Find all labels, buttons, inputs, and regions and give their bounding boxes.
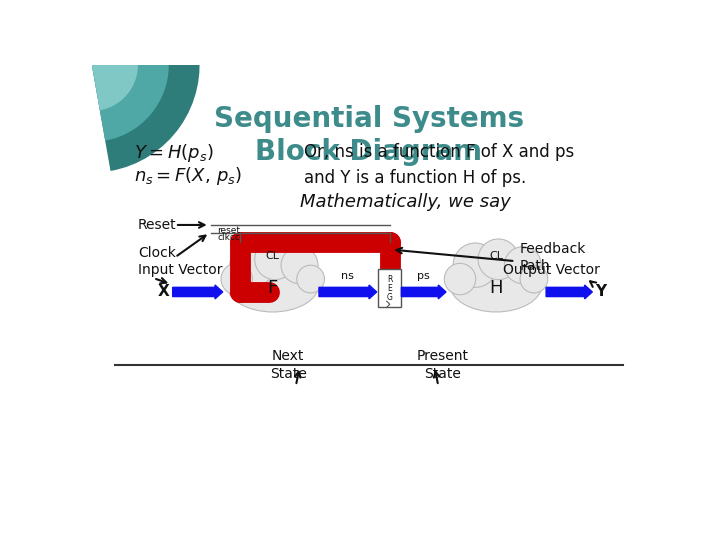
Circle shape: [520, 265, 548, 293]
Text: $Y = H\left(p_s\right)$: $Y = H\left(p_s\right)$: [134, 143, 214, 164]
Text: Or, ns is a function F of X and ps
and Y is a function H of ps.: Or, ns is a function F of X and ps and Y…: [304, 143, 574, 187]
Text: R
E
G: R E G: [387, 275, 392, 302]
Circle shape: [505, 247, 541, 284]
Circle shape: [255, 239, 295, 280]
FancyArrow shape: [546, 285, 593, 299]
Wedge shape: [92, 57, 138, 110]
Text: Y: Y: [595, 285, 606, 300]
Text: $n_s = F\left(X,\,p_s\right)$: $n_s = F\left(X,\,p_s\right)$: [134, 165, 243, 187]
Circle shape: [444, 264, 476, 295]
Circle shape: [281, 247, 318, 284]
Circle shape: [230, 243, 274, 287]
Text: Next
State: Next State: [270, 349, 307, 381]
Ellipse shape: [450, 256, 542, 312]
Text: ns: ns: [341, 271, 354, 281]
Circle shape: [478, 239, 518, 280]
Circle shape: [297, 265, 325, 293]
Circle shape: [453, 243, 498, 287]
FancyArrow shape: [173, 285, 222, 299]
Wedge shape: [92, 46, 199, 171]
Text: Present
State: Present State: [416, 349, 468, 381]
Wedge shape: [92, 51, 168, 140]
Text: reset: reset: [217, 226, 240, 235]
Text: Input Vector: Input Vector: [138, 264, 222, 278]
Text: Reset: Reset: [138, 218, 176, 232]
Text: F: F: [268, 279, 278, 297]
Text: Sequential Systems
Block Diagram: Sequential Systems Block Diagram: [214, 105, 524, 166]
FancyArrow shape: [401, 285, 446, 299]
Text: Mathematically, we say: Mathematically, we say: [300, 193, 510, 211]
Circle shape: [221, 264, 253, 295]
Text: Feedback
Path: Feedback Path: [519, 242, 585, 273]
Ellipse shape: [227, 256, 319, 312]
Text: CL: CL: [266, 251, 280, 261]
FancyArrow shape: [319, 285, 377, 299]
Text: CL: CL: [489, 251, 503, 261]
Text: Clock: Clock: [138, 246, 176, 260]
Text: clkcc: clkcc: [217, 233, 240, 242]
Text: ps: ps: [418, 271, 430, 281]
Text: H: H: [490, 279, 503, 297]
FancyBboxPatch shape: [378, 269, 401, 307]
Text: Output Vector: Output Vector: [503, 264, 600, 278]
Text: X: X: [158, 285, 170, 300]
